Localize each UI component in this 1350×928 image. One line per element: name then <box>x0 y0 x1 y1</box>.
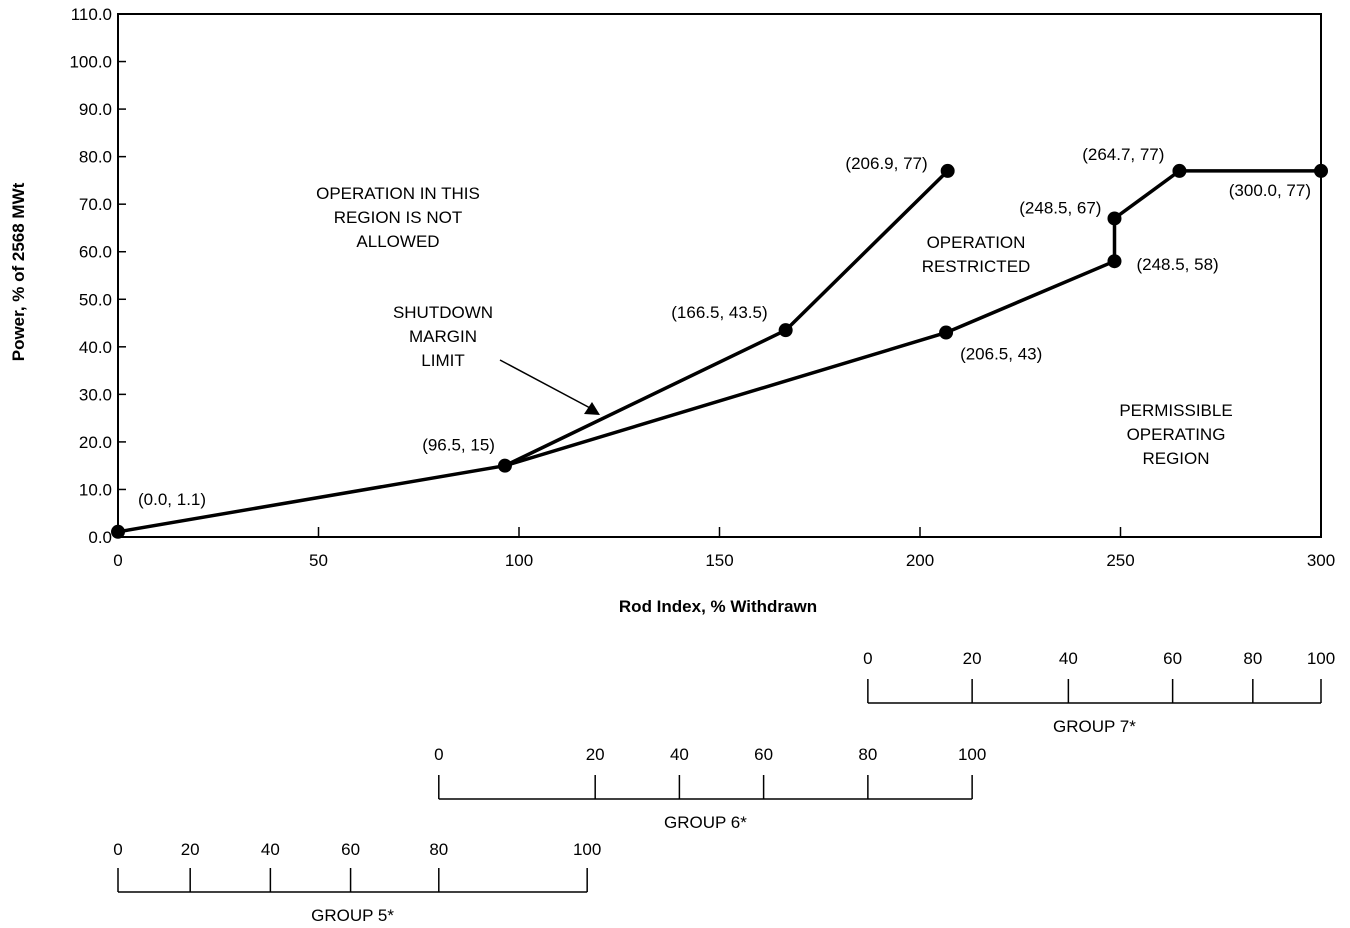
group-scale-tick-label: 80 <box>429 840 448 859</box>
group-scale-tick-label: 20 <box>181 840 200 859</box>
annotation-restricted: OPERATION RESTRICTED <box>922 233 1031 276</box>
x-axis: 0 50 100 150 200 250 300 <box>113 527 1335 570</box>
group-scale: 0 20 40 60 80 100 GROUP 5* <box>113 840 601 925</box>
annotation-permissible: PERMISSIBLE OPERATING REGION <box>1119 401 1232 468</box>
y-tick-label: 70.0 <box>79 195 112 214</box>
group-scale-tick-label: 40 <box>1059 649 1078 668</box>
series-line-2 <box>504 169 1321 468</box>
group-scale-tick-label: 60 <box>341 840 360 859</box>
data-point-marker <box>1172 163 1187 178</box>
annotation-line: ALLOWED <box>356 232 439 251</box>
annotation-line: REGION <box>1142 449 1209 468</box>
annotation-line: REGION IS NOT <box>334 208 462 227</box>
x-tick-label: 250 <box>1106 551 1134 570</box>
y-tick-label: 80.0 <box>79 148 112 167</box>
annotation-line: SHUTDOWN <box>393 303 493 322</box>
y-tick-label: 90.0 <box>79 100 112 119</box>
group-scale-tick-label: 40 <box>670 745 689 764</box>
annotation-line: OPERATION <box>927 233 1026 252</box>
group-scale-tick-label: 0 <box>113 840 122 859</box>
plot-area <box>117 13 1322 538</box>
x-axis-title: Rod Index, % Withdrawn <box>619 597 817 616</box>
point-label: (166.5, 43.5) <box>671 303 767 322</box>
arrow-head <box>584 402 600 415</box>
x-tick-label: 100 <box>505 551 533 570</box>
point-label: (248.5, 67) <box>1019 198 1101 217</box>
group-scale-tick-label: 80 <box>1243 649 1262 668</box>
y-tick-label: 20.0 <box>79 433 112 452</box>
point-label: (248.5, 58) <box>1136 255 1218 274</box>
annotation-line: LIMIT <box>421 351 464 370</box>
x-tick-label: 300 <box>1307 551 1335 570</box>
group-scale-tick-label: 20 <box>586 745 605 764</box>
group-scale-tick-label: 60 <box>1163 649 1182 668</box>
y-tick-label: 10.0 <box>79 480 112 499</box>
annotation-shutdown-margin-limit: SHUTDOWN MARGIN LIMIT <box>393 303 493 370</box>
y-tick-label: 100.0 <box>69 53 112 72</box>
group-scale-name: GROUP 5* <box>311 906 394 925</box>
group-scale-tick-label: 100 <box>958 745 986 764</box>
annotation-line: MARGIN <box>409 327 477 346</box>
series-line-1 <box>117 169 949 534</box>
data-point-marker <box>940 163 955 178</box>
group-scale: 0 20 40 60 80 100 GROUP 7* <box>863 649 1335 736</box>
group-scale-name: GROUP 6* <box>664 813 747 832</box>
x-tick-label: 150 <box>705 551 733 570</box>
point-label: (264.7, 77) <box>1082 145 1164 164</box>
point-label: (96.5, 15) <box>422 436 495 455</box>
group-scale-name: GROUP 7* <box>1053 717 1136 736</box>
y-tick-label: 110.0 <box>71 5 112 24</box>
annotation-not-allowed: OPERATION IN THIS REGION IS NOT ALLOWED <box>316 184 480 251</box>
data-point-marker <box>497 458 512 473</box>
y-axis: 0.0 10.0 20.0 30.0 40.0 50.0 60.0 70.0 80.0 90.0 1… <box>69 5 126 547</box>
data-point-marker <box>939 325 954 340</box>
plot-border <box>117 13 1322 538</box>
group-scale-tick-label: 60 <box>754 745 773 764</box>
group-scales: 0 20 40 60 80 100 GROUP 7* 0 20 40 60 80 100 GROUP 6*… <box>113 649 1335 925</box>
data-point-marker <box>1107 211 1122 226</box>
group-scale-tick-label: 80 <box>858 745 877 764</box>
y-tick-label: 30.0 <box>79 385 112 404</box>
group-scale-tick-label: 0 <box>863 649 872 668</box>
point-label: (206.5, 43) <box>960 345 1042 364</box>
y-tick-label: 40.0 <box>79 338 112 357</box>
group-scale-tick-label: 0 <box>434 745 443 764</box>
y-tick-label: 0.0 <box>88 528 112 547</box>
annotation-line: RESTRICTED <box>922 257 1031 276</box>
point-label: (206.9, 77) <box>845 154 927 173</box>
group-scale-tick-label: 40 <box>261 840 280 859</box>
arrow-shaft <box>499 359 593 410</box>
point-label: (300.0, 77) <box>1229 181 1311 200</box>
annotation-line: OPERATING <box>1127 425 1226 444</box>
series-layer <box>111 163 1328 539</box>
data-point-marker <box>111 524 125 539</box>
y-axis-title: Power, % of 2568 MWt <box>9 182 28 361</box>
x-tick-label: 200 <box>906 551 934 570</box>
data-point-marker <box>778 323 793 338</box>
x-tick-label: 50 <box>309 551 328 570</box>
y-tick-label: 50.0 <box>79 290 112 309</box>
point-labels: (0.0, 1.1) (96.5, 15) (166.5, 43.5) (206.9,… <box>138 145 1311 509</box>
group-scale: 0 20 40 60 80 100 GROUP 6* <box>434 745 986 832</box>
annotation-line: OPERATION IN THIS <box>316 184 480 203</box>
annotation-line: PERMISSIBLE <box>1119 401 1232 420</box>
data-point-marker <box>1107 254 1122 269</box>
y-tick-label: 60.0 <box>79 243 112 262</box>
point-label: (0.0, 1.1) <box>138 490 206 509</box>
group-scale-tick-label: 100 <box>573 840 601 859</box>
group-scale-tick-label: 100 <box>1307 649 1335 668</box>
x-tick-label: 0 <box>113 551 122 570</box>
data-point-marker <box>1314 163 1328 178</box>
group-scale-tick-label: 20 <box>963 649 982 668</box>
